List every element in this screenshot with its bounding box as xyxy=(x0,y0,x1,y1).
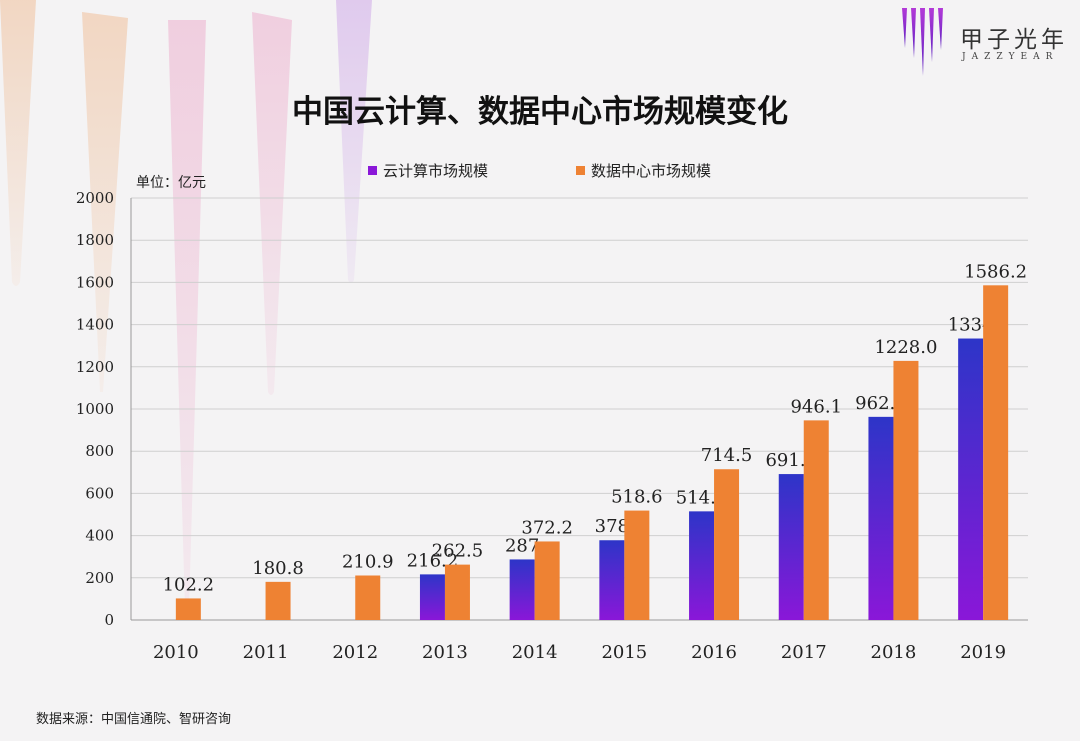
y-tick-label: 400 xyxy=(85,527,114,545)
bar-datacenter xyxy=(803,420,829,620)
data-label-datacenter: 102.2 xyxy=(163,574,215,595)
y-tick-label: 1400 xyxy=(76,316,114,334)
decor-streak xyxy=(168,20,206,610)
legend-label-datacenter: 数据中心市场规模 xyxy=(591,162,712,180)
bar-datacenter xyxy=(983,285,1009,620)
data-label-cloud: 287 xyxy=(505,535,539,556)
bar-datacenter xyxy=(624,510,650,620)
bar-cloud xyxy=(868,416,894,620)
decor-streak xyxy=(336,0,372,283)
data-label-datacenter: 1228.0 xyxy=(874,337,937,358)
legend-swatch-datacenter xyxy=(576,166,585,175)
bar-cloud xyxy=(778,474,804,620)
legend-item-datacenter: 数据中心市场规模 xyxy=(576,160,711,181)
legend-item-cloud: 云计算市场规模 xyxy=(368,160,488,181)
y-axis-unit-label: 单位：亿元 xyxy=(136,175,206,191)
data-label-cloud: 378 xyxy=(595,516,629,537)
bar-datacenter xyxy=(534,541,560,620)
x-tick-label: 2010 xyxy=(153,642,199,663)
data-label-datacenter: 180.8 xyxy=(252,558,304,579)
bar-cloud xyxy=(599,540,625,620)
y-tick-label: 800 xyxy=(85,442,114,460)
x-tick-label: 2018 xyxy=(871,642,917,663)
bar-datacenter xyxy=(175,598,201,620)
bar-datacenter xyxy=(714,469,740,620)
x-tick-label: 2011 xyxy=(243,642,289,663)
data-label-datacenter: 372.2 xyxy=(521,517,573,538)
data-label-datacenter: 1586.2 xyxy=(964,261,1027,282)
x-tick-label: 2013 xyxy=(422,642,468,663)
bar-cloud xyxy=(958,338,984,620)
x-tick-label: 2016 xyxy=(691,642,737,663)
x-tick-label: 2015 xyxy=(601,642,647,663)
data-label-datacenter: 262.5 xyxy=(432,541,484,562)
x-tick-label: 2019 xyxy=(960,642,1006,663)
bar-cloud xyxy=(689,511,715,620)
legend-swatch-cloud xyxy=(368,166,377,175)
data-source-note: 数据来源：中国信通院、智研咨询 xyxy=(36,712,232,727)
data-label-datacenter: 714.5 xyxy=(701,445,753,466)
bar-datacenter xyxy=(355,575,381,620)
y-tick-label: 2000 xyxy=(76,189,114,207)
decor-streak xyxy=(0,0,36,286)
logo-name-en: JAZZYEAR xyxy=(962,52,1059,62)
chart-title: 中国云计算、数据中心市场规模变化 xyxy=(292,94,788,130)
data-label-datacenter: 518.6 xyxy=(611,487,663,508)
logo-mark-icon xyxy=(902,8,943,76)
decor-streak xyxy=(252,12,292,395)
y-tick-label: 1000 xyxy=(76,400,114,418)
legend-label-cloud: 云计算市场规模 xyxy=(383,162,489,180)
y-tick-label: 1600 xyxy=(76,273,114,291)
data-label-datacenter: 210.9 xyxy=(342,552,394,573)
bar-datacenter xyxy=(444,564,470,620)
y-tick-label: 1800 xyxy=(76,231,114,249)
y-tick-label: 0 xyxy=(104,611,114,629)
bar-datacenter xyxy=(893,360,919,620)
bar-cloud xyxy=(419,574,445,620)
x-tick-label: 2017 xyxy=(781,642,827,663)
decor-streak xyxy=(82,12,128,392)
bar-datacenter xyxy=(265,581,291,620)
data-label-datacenter: 946.1 xyxy=(790,396,842,417)
x-tick-label: 2012 xyxy=(332,642,378,663)
bar-cloud xyxy=(509,559,535,620)
x-tick-label: 2014 xyxy=(512,642,558,663)
y-tick-label: 600 xyxy=(85,484,114,502)
data-label-cloud: 1334 xyxy=(948,315,994,336)
y-tick-label: 1200 xyxy=(76,358,114,376)
brand-logo: 甲子光年 JAZZYEAR xyxy=(900,6,1075,76)
logo-name-cn: 甲子光年 xyxy=(960,27,1068,53)
y-tick-label: 200 xyxy=(85,569,114,587)
